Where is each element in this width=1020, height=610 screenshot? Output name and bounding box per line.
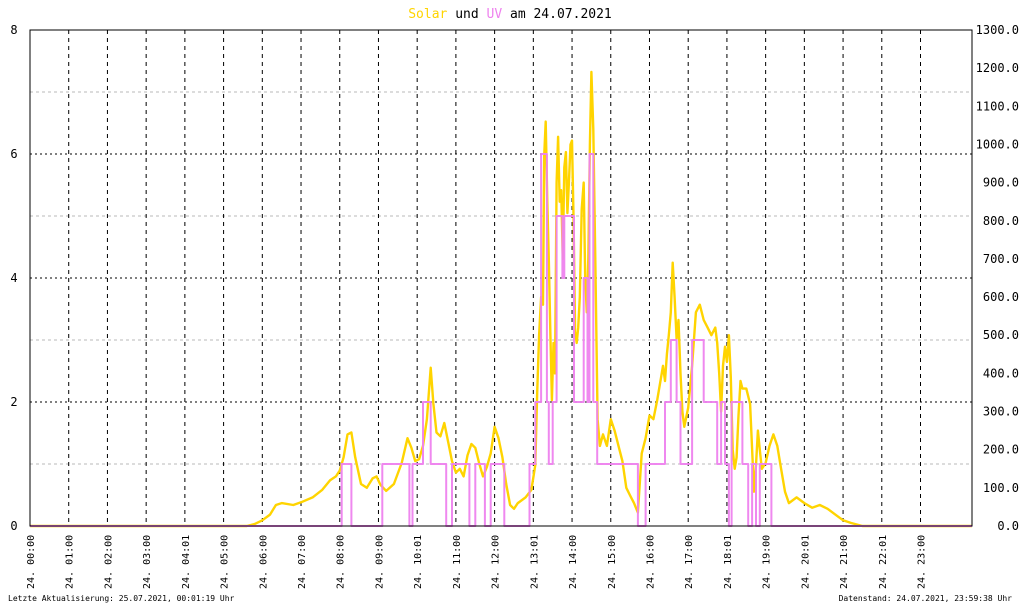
footer-data-state: Datenstand: 24.07.2021, 23:59:38 Uhr: [839, 594, 1013, 603]
right-axis-tick-label: 900.0: [983, 176, 1019, 190]
left-axis-tick-label: 2: [10, 395, 17, 409]
right-axis-tick-labels: 0.0 100.0 200.0 300.0 400.0 500.0 600.0 700.0 80…: [976, 23, 1019, 533]
x-axis-tick-label: 24. 14:00: [568, 535, 579, 589]
left-axis-tick-label: 8: [10, 23, 17, 37]
right-axis-tick-label: 1000.0: [976, 137, 1019, 151]
x-axis-tick-label: 24. 01:00: [65, 535, 76, 589]
x-axis-tick-label: 24. 16:00: [645, 535, 656, 589]
x-axis-tick-label: 24. 09:00: [374, 535, 385, 589]
right-axis-tick-label: 300.0: [983, 405, 1019, 419]
footer-last-update: Letzte Aktualisierung: 25.07.2021, 00:01…: [8, 594, 235, 603]
x-axis-tick-label: 24. 08:00: [336, 535, 347, 589]
plot-frame: [29, 29, 973, 527]
x-axis-tick-label: 24. 10:01: [413, 535, 424, 589]
title-date: am 24.07.2021: [502, 7, 612, 22]
x-axis-tick-label: 24. 22:01: [878, 535, 889, 589]
x-axis-tick-label: 24. 12:00: [491, 535, 502, 589]
right-axis-tick-label: 200.0: [983, 443, 1019, 457]
x-axis-tick-label: 24. 17:00: [684, 535, 695, 589]
right-axis-tick-label: 100.0: [983, 481, 1019, 495]
x-axis-tick-label: 24. 13:01: [529, 535, 540, 589]
title-solar: Solar: [408, 7, 447, 22]
x-axis-tick-label: 24. 06:00: [258, 535, 269, 589]
x-axis-tick-label: 24. 18:01: [723, 535, 734, 589]
x-axis-tick-label: 24. 02:00: [103, 535, 114, 589]
left-axis-tick-label: 4: [10, 271, 17, 285]
right-axis-tick-label: 600.0: [983, 290, 1019, 304]
right-axis-tick-label: 800.0: [983, 214, 1019, 228]
chart-title: Solar und UV am 24.07.2021: [408, 7, 612, 22]
x-axis-tick-label: 24. 00:00: [26, 535, 37, 589]
x-axis-tick-label: 24. 19:00: [762, 535, 773, 589]
right-axis-tick-label: 500.0: [983, 328, 1019, 342]
title-uv: UV: [487, 7, 503, 22]
grid: [30, 30, 972, 526]
right-axis-tick-label: 400.0: [983, 366, 1019, 380]
right-axis-tick-label: 1100.0: [976, 99, 1019, 113]
left-axis-tick-labels: 0 2 4 6 8: [10, 23, 17, 533]
x-axis-tick-label: 24. 03:00: [142, 535, 153, 589]
x-axis-tick-label: 24. 20:01: [800, 535, 811, 589]
x-axis-tick-label: 24. 05:00: [220, 535, 231, 589]
title-und: und: [447, 7, 486, 22]
x-axis-tick-label: 24. 07:00: [297, 535, 308, 589]
right-axis-tick-label: 0.0: [997, 519, 1019, 533]
x-axis-tick-label: 24. 04:01: [181, 535, 192, 589]
x-axis-tick-labels: 24. 00:00 24. 01:00 24. 02:00 24. 03:00 24. …: [26, 535, 928, 589]
left-axis-tick-label: 0: [10, 519, 17, 533]
right-axis-tick-label: 700.0: [983, 252, 1019, 266]
x-axis-tick-label: 24. 11:00: [452, 535, 463, 589]
x-axis-tick-label: 24. 23:00: [917, 535, 928, 589]
x-axis-tick-label: 24. 21:00: [839, 535, 850, 589]
right-axis-tick-label: 1300.0: [976, 23, 1019, 37]
x-axis-tick-label: 24. 15:00: [607, 535, 618, 589]
left-axis-tick-label: 6: [10, 147, 17, 161]
solar-series-line: [30, 70, 972, 528]
right-axis-tick-label: 1200.0: [976, 61, 1019, 75]
